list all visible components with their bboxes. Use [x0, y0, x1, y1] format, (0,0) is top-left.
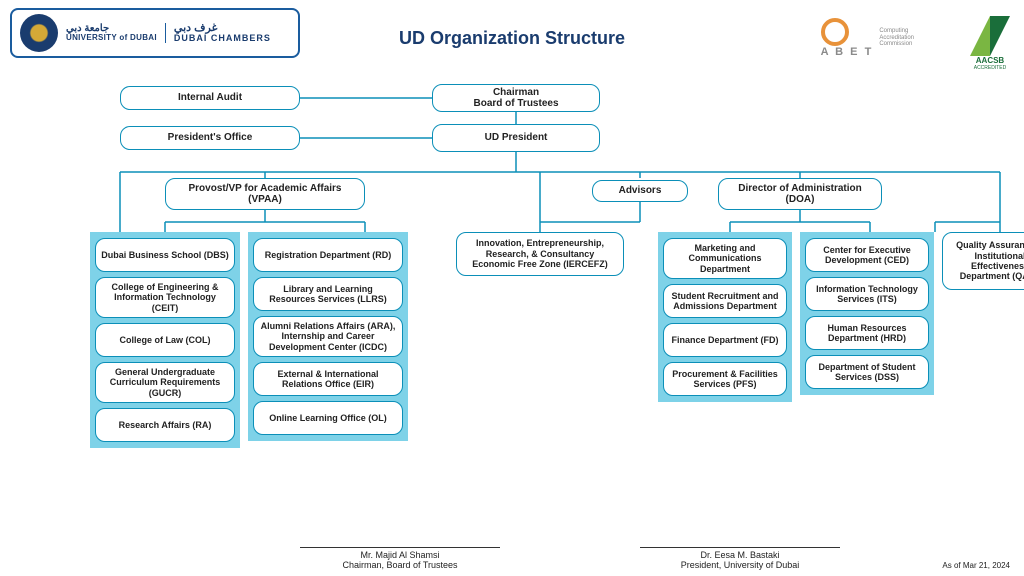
- node-president: UD President: [432, 124, 600, 152]
- cluster-cell: Center for Executive Development (CED): [805, 238, 929, 272]
- sig2-name: Dr. Eesa M. Bastaki: [640, 550, 840, 560]
- cluster-cell: Alumni Relations Affairs (ARA), Internsh…: [253, 316, 403, 357]
- cluster-cell: Marketing and Communications Department: [663, 238, 787, 279]
- chambers-name: غرف دبي DUBAI CHAMBERS: [174, 22, 271, 44]
- chairman-line1: Chairman: [473, 87, 558, 99]
- doa-line1: Director of Administration: [738, 183, 862, 195]
- qaie-l4: Department (QAIE): [956, 271, 1024, 281]
- cluster-cell: College of Law (COL): [95, 323, 235, 357]
- cluster-vpaa-col1: Dubai Business School (DBS) College of En…: [90, 232, 240, 448]
- sig2-role: President, University of Dubai: [640, 560, 840, 570]
- vpaa-line1: Provost/VP for Academic Affairs: [188, 183, 341, 195]
- sig1-name: Mr. Majid Al Shamsi: [300, 550, 500, 560]
- cluster-cell: Registration Department (RD): [253, 238, 403, 272]
- qaie-l1: Quality Assurance &: [956, 240, 1024, 250]
- president-office-label: President's Office: [168, 132, 253, 144]
- qaie-l3: Effectiveness: [956, 261, 1024, 271]
- cluster-cell: Human Resources Department (HRD): [805, 316, 929, 350]
- abet-label: A B E T: [821, 46, 874, 58]
- abet-sub1: Computing: [879, 28, 914, 35]
- advisors-label: Advisors: [619, 185, 662, 197]
- aacsb-label: AACSB: [966, 56, 1014, 65]
- cluster-cell: Student Recruitment and Admissions Depar…: [663, 284, 787, 318]
- chambers-english: DUBAI CHAMBERS: [174, 34, 271, 44]
- node-vpaa: Provost/VP for Academic Affairs (VPAA): [165, 178, 365, 210]
- cluster-doa-col1: Marketing and Communications Department S…: [658, 232, 792, 402]
- vpaa-line2: (VPAA): [188, 194, 341, 206]
- as-of-date: As of Mar 21, 2024: [942, 561, 1010, 570]
- cluster-cell: Procurement & Facilities Services (PFS): [663, 362, 787, 396]
- internal-audit-label: Internal Audit: [178, 92, 242, 104]
- cluster-cell: College of Engineering & Information Tec…: [95, 277, 235, 318]
- chairman-line2: Board of Trustees: [473, 98, 558, 110]
- cluster-doa-col2: Center for Executive Development (CED) In…: [800, 232, 934, 395]
- qaie-l2: Institutional: [956, 251, 1024, 261]
- aacsb-shape-icon: [970, 16, 1010, 56]
- aacsb-logo: AACSB ACCREDITED: [966, 16, 1014, 71]
- ud-seal-icon: [20, 14, 58, 52]
- node-qaie: Quality Assurance & Institutional Effect…: [942, 232, 1024, 290]
- iercefz-l1: Innovation, Entrepreneurship,: [472, 238, 608, 248]
- cluster-cell: Finance Department (FD): [663, 323, 787, 357]
- node-internal-audit: Internal Audit: [120, 86, 300, 110]
- node-president-office: President's Office: [120, 126, 300, 150]
- page-title: UD Organization Structure: [399, 28, 625, 49]
- iercefz-l2: Research, & Consultancy: [472, 249, 608, 259]
- cluster-cell: Online Learning Office (OL): [253, 401, 403, 435]
- ud-name: جامعة دبي UNIVERSITY of DUBAI: [66, 23, 166, 43]
- abet-sub2: Accreditation: [879, 35, 914, 42]
- abet-sub3: Commission: [879, 41, 914, 48]
- node-chairman: Chairman Board of Trustees: [432, 84, 600, 112]
- node-advisors: Advisors: [592, 180, 688, 202]
- aacsb-sub: ACCREDITED: [966, 65, 1014, 71]
- ud-english: UNIVERSITY of DUBAI: [66, 34, 157, 43]
- sig1-role: Chairman, Board of Trustees: [300, 560, 500, 570]
- node-doa: Director of Administration (DOA): [718, 178, 882, 210]
- cluster-cell: Department of Student Services (DSS): [805, 355, 929, 389]
- abet-ring-icon: [821, 18, 849, 46]
- ud-logo-block: جامعة دبي UNIVERSITY of DUBAI غرف دبي DU…: [10, 8, 300, 58]
- cluster-vpaa-col2: Registration Department (RD) Library and …: [248, 232, 408, 441]
- signature-president: Dr. Eesa M. Bastaki President, Universit…: [640, 547, 840, 570]
- cluster-cell: Library and Learning Resources Services …: [253, 277, 403, 311]
- cluster-cell: Research Affairs (RA): [95, 408, 235, 442]
- cluster-cell: Information Technology Services (ITS): [805, 277, 929, 311]
- header: جامعة دبي UNIVERSITY of DUBAI غرف دبي DU…: [0, 8, 1024, 68]
- doa-line2: (DOA): [738, 194, 862, 206]
- iercefz-l3: Economic Free Zone (IERCEFZ): [472, 259, 608, 269]
- signature-chairman: Mr. Majid Al Shamsi Chairman, Board of T…: [300, 547, 500, 570]
- cluster-cell: Dubai Business School (DBS): [95, 238, 235, 272]
- abet-logo: A B E T Computing Accreditation Commissi…: [821, 18, 914, 58]
- node-iercefz: Innovation, Entrepreneurship, Research, …: [456, 232, 624, 276]
- president-label: UD President: [485, 132, 548, 144]
- cluster-cell: External & International Relations Offic…: [253, 362, 403, 396]
- cluster-cell: General Undergraduate Curriculum Require…: [95, 362, 235, 403]
